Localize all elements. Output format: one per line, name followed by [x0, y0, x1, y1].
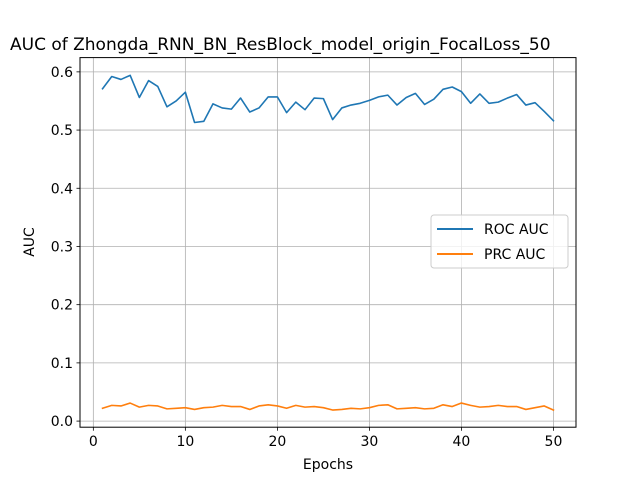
- series-line-prc-auc: [101, 402, 555, 412]
- x-tick-label: 0: [89, 434, 98, 450]
- y-tick-label: 0.6: [51, 65, 73, 81]
- series-lines: [101, 74, 555, 412]
- x-tick-label: 30: [360, 434, 378, 450]
- x-tick-label: 50: [545, 434, 563, 450]
- plot-area-frame: [79, 57, 577, 428]
- y-tick-label: 0.1: [51, 356, 73, 372]
- x-tick-label: 10: [176, 434, 194, 450]
- x-axis-title: Epochs: [303, 457, 353, 473]
- x-tick-label: 40: [453, 434, 471, 450]
- legend: ROC AUC PRC AUC: [430, 214, 569, 269]
- legend-label-prc: PRC AUC: [484, 247, 546, 263]
- chart-title: AUC of Zhongda_RNN_BN_ResBlock_model_ori…: [10, 35, 551, 55]
- y-tick-label: 0.0: [51, 414, 73, 430]
- y-tick-label: 0.2: [51, 298, 73, 314]
- y-tick-label: 0.5: [51, 123, 73, 139]
- x-tick-label: 20: [268, 434, 286, 450]
- y-axis-title: AUC: [22, 227, 38, 257]
- axis-ticks: 0 10 20 30 40 50 0.0 0.1 0.2 0.3 0.4 0.5 0.6: [51, 65, 563, 450]
- y-tick-label: 0.4: [51, 181, 73, 197]
- y-tick-label: 0.3: [51, 239, 73, 255]
- legend-label-roc: ROC AUC: [484, 222, 549, 238]
- series-line-roc-auc: [101, 74, 555, 124]
